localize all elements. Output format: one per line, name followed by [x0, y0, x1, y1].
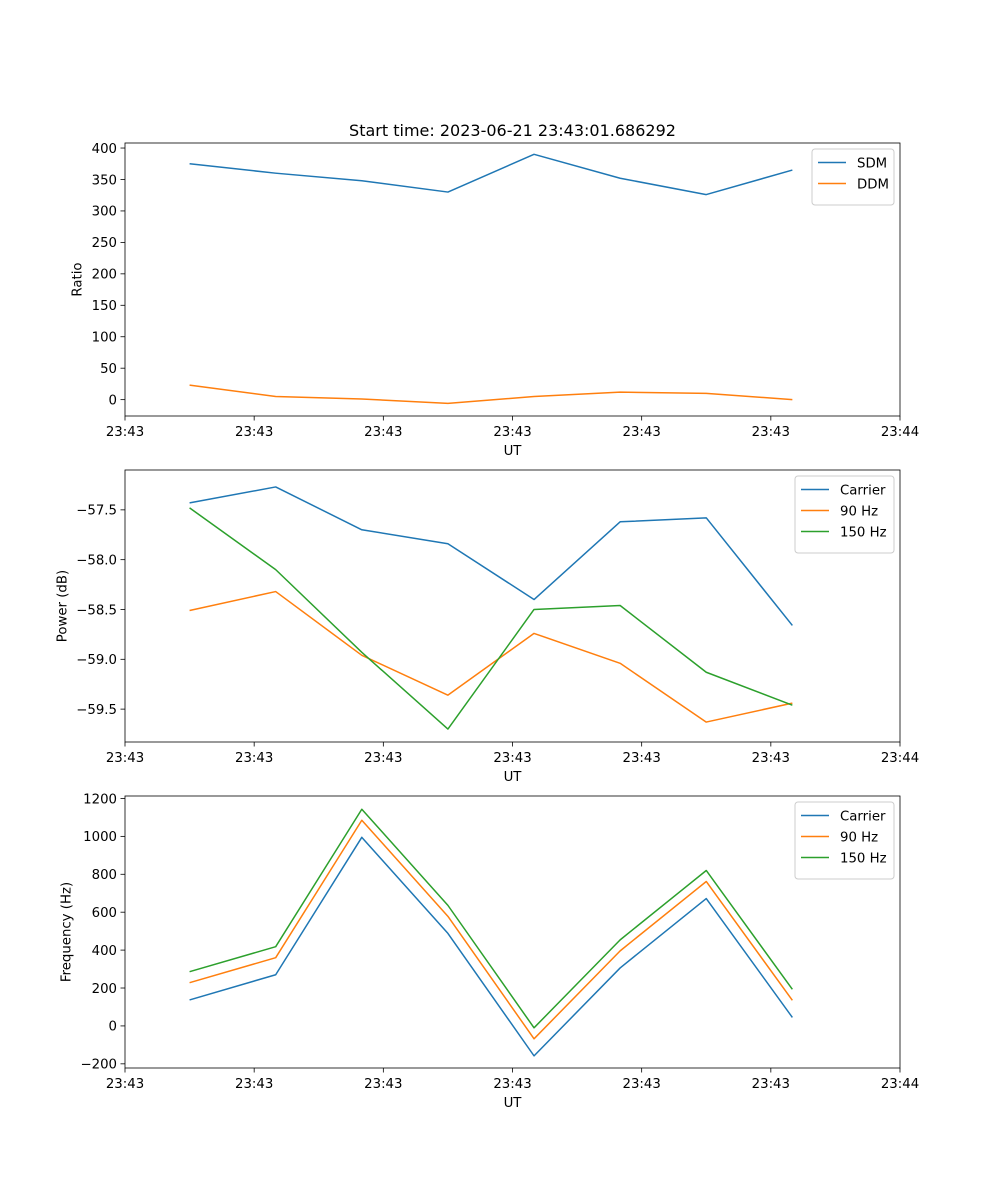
x-tick-label: 23:43: [106, 425, 144, 440]
y-tick-label: 1200: [83, 792, 117, 807]
y-axis-label: Power (dB): [55, 570, 70, 642]
panel-frequency: 23:43 23:43 23:43 23:43 23:43 23:43 23:44 −200 0…: [59, 792, 919, 1111]
x-tick-label: 23:43: [235, 1077, 273, 1092]
y-axis-label: Frequency (Hz): [59, 882, 74, 982]
x-tick-label: 23:43: [235, 425, 273, 440]
series-line-150-hz: [189, 808, 793, 1029]
figure-title: Start time: 2023-06-21 23:43:01.686292: [349, 121, 676, 140]
x-tick-label: 23:43: [752, 1077, 790, 1092]
x-axis-label: UT: [504, 444, 523, 459]
legend: Carrier 90 Hz 150 Hz: [794, 801, 895, 880]
y-tick-label: −59.0: [76, 653, 117, 668]
y-axis-label: Ratio: [71, 262, 86, 296]
x-tick-label: 23:43: [106, 1077, 144, 1092]
series-line-ddm: [189, 384, 793, 405]
legend-label: 90 Hz: [840, 504, 878, 519]
series-line-carrier: [189, 486, 793, 626]
panel-ratio: 23:43 23:43 23:43 23:43 23:43 23:43 23:44 0 50 10…: [71, 142, 920, 459]
y-tick-label: 250: [92, 236, 117, 251]
y-tick-label: 200: [92, 982, 117, 997]
y-tick-label: 300: [92, 205, 117, 220]
x-tick-label: 23:44: [881, 425, 919, 440]
x-tick-label: 23:43: [364, 425, 402, 440]
legend-label: 150 Hz: [840, 851, 887, 866]
x-axis-label: UT: [504, 1096, 523, 1111]
y-tick-label: 400: [92, 142, 117, 157]
y-tick-label: −59.5: [76, 703, 117, 718]
y-tick-label: −57.5: [76, 504, 117, 519]
legend: SDM DDM: [811, 148, 895, 206]
x-tick-label: 23:43: [623, 425, 661, 440]
legend-label: 150 Hz: [840, 525, 887, 540]
x-tick-label: 23:43: [493, 751, 531, 766]
y-tick-label: 200: [92, 268, 117, 283]
panel-power: 23:43 23:43 23:43 23:43 23:43 23:43 23:44 −59.5…: [55, 469, 919, 785]
y-tick-label: 0: [109, 393, 117, 408]
x-axis-label: UT: [504, 770, 523, 785]
y-tick-label: 50: [100, 362, 117, 377]
x-tick-label: 23:43: [364, 751, 402, 766]
y-tick-label: 100: [92, 331, 117, 346]
x-tick-label: 23:43: [623, 1077, 661, 1092]
series-line-90-hz: [189, 590, 793, 723]
legend-label: Carrier: [840, 483, 886, 498]
legend-label: Carrier: [840, 809, 886, 824]
x-tick-label: 23:43: [493, 1077, 531, 1092]
series-line-90-hz: [189, 819, 793, 1040]
y-tick-label: 150: [92, 299, 117, 314]
y-tick-label: 350: [92, 173, 117, 188]
legend-box: [794, 475, 895, 554]
y-tick-label: −58.5: [76, 603, 117, 618]
y-tick-label: 400: [92, 944, 117, 959]
legend-box: [794, 801, 895, 880]
y-tick-label: −200: [80, 1058, 117, 1073]
series-line-150-hz: [189, 507, 793, 730]
y-tick-label: −58.0: [76, 553, 117, 568]
y-tick-label: 600: [92, 906, 117, 921]
y-tick-label: 1000: [83, 830, 117, 845]
series-line-sdm: [189, 153, 793, 196]
y-tick-label: 0: [109, 1020, 117, 1035]
x-tick-label: 23:44: [881, 1077, 919, 1092]
y-tick-label: 800: [92, 868, 117, 883]
legend-label: 90 Hz: [840, 830, 878, 845]
series-line-carrier: [189, 836, 793, 1057]
x-tick-label: 23:44: [881, 751, 919, 766]
x-tick-label: 23:43: [364, 1077, 402, 1092]
legend: Carrier 90 Hz 150 Hz: [794, 475, 895, 554]
x-tick-label: 23:43: [493, 425, 531, 440]
legend-label: DDM: [857, 177, 889, 192]
x-tick-label: 23:43: [106, 751, 144, 766]
legend-label: SDM: [857, 156, 887, 171]
x-tick-label: 23:43: [752, 751, 790, 766]
x-tick-label: 23:43: [235, 751, 273, 766]
x-tick-label: 23:43: [623, 751, 661, 766]
x-tick-label: 23:43: [752, 425, 790, 440]
